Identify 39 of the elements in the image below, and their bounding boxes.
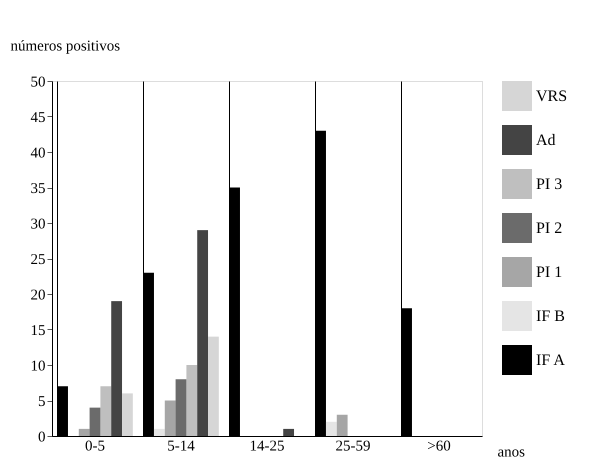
legend-label: PI 3 [536,176,562,193]
bar [283,428,294,436]
legend-label: Ad [536,132,556,149]
x-tick-label: 5-14 [167,438,196,454]
y-tick-label: 10 [30,358,46,374]
bar [100,386,112,436]
x-tick-label: >60 [427,438,451,454]
y-tick-label: 20 [30,288,46,304]
y-tick-label: 0 [38,430,46,446]
y-tick-label: 30 [30,216,46,232]
x-axis-title: anos [498,444,526,460]
bar [336,414,348,436]
bar [78,428,90,436]
bar [176,379,186,436]
y-tick-label: 25 [30,252,46,268]
y-tick-label: 40 [30,146,46,162]
y-tick-label: 35 [30,181,46,197]
x-tick-label: 0-5 [85,438,105,454]
legend-label: PI 1 [536,264,562,281]
bar [197,230,208,436]
y-tick-label: 15 [30,323,46,339]
bar [164,400,176,436]
bar [111,301,122,436]
x-tick-label: 14-25 [250,438,284,454]
y-tick-label: 5 [38,394,46,410]
bar [90,408,100,436]
y-tick-label: 45 [30,110,46,126]
bar [186,365,198,436]
bar [122,393,133,436]
legend-label: IF A [536,352,566,369]
x-tick-label: 25-59 [336,438,370,454]
y-tick-label: 50 [30,74,46,90]
bar [208,336,219,436]
legend-label: IF B [536,308,565,325]
legend-label: PI 2 [536,220,562,237]
bar [154,428,165,436]
y-axis-title: números positivos [10,38,120,54]
legend-label: VRS [536,88,568,105]
bar [326,422,337,436]
